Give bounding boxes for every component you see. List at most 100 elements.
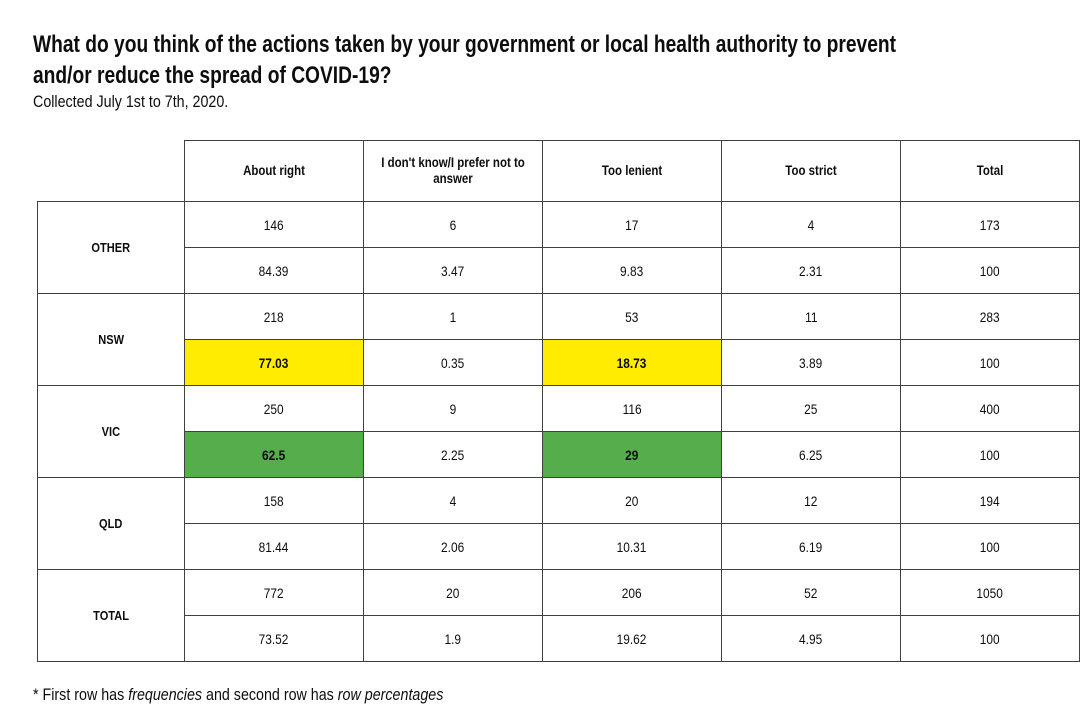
- percentage-cell: 100: [900, 523, 1080, 570]
- percentage-cell: 3.89: [721, 339, 901, 386]
- cell-value: 11: [804, 308, 818, 325]
- cell-value: 4: [449, 492, 457, 509]
- footnote: * First row has frequencies and second r…: [33, 685, 522, 705]
- frequency-cell: 250: [184, 385, 364, 432]
- frequency-row-qld: QLD 158 4 20 12 194: [37, 477, 1080, 570]
- percentage-cell: 73.52: [184, 615, 364, 662]
- cell-value: 206: [622, 584, 642, 601]
- header-row: About right I don't know/I prefer not to …: [38, 140, 1080, 202]
- frequency-cell: 53: [542, 293, 722, 340]
- frequency-cell: 12: [721, 477, 901, 524]
- cell-value: 100: [980, 262, 1000, 279]
- collection-date-text: Collected July 1st to 7th, 2020.: [33, 92, 229, 111]
- percentage-row-other: 84.39 3.47 9.83 2.31 100: [38, 247, 1080, 294]
- page-title: What do you think of the actions taken b…: [33, 29, 1080, 91]
- cell-value: 18.73: [617, 354, 647, 371]
- column-header-1: I don't know/I prefer not to answer: [363, 140, 543, 202]
- column-header-label: Total: [976, 163, 1004, 178]
- cell-value: 218: [264, 308, 284, 325]
- cell-value: 9.83: [620, 262, 644, 279]
- percentage-cell: 84.39: [184, 247, 364, 294]
- cell-value: 2.25: [441, 446, 465, 463]
- cell-value: 4: [807, 216, 815, 233]
- percentage-cell-highlight-yellow: 18.73: [542, 339, 722, 386]
- footnote-prefix: * First row has: [33, 685, 129, 704]
- row-label-other: OTHER: [37, 201, 185, 294]
- percentage-row-nsw: 77.03 0.35 18.73 3.89 100: [38, 339, 1080, 386]
- cell-value: 400: [980, 400, 1000, 417]
- cell-value: 84.39: [259, 262, 289, 279]
- footnote-middle: and second row has: [202, 685, 338, 704]
- cell-value: 53: [625, 308, 639, 325]
- row-label-vic: VIC: [37, 385, 185, 478]
- frequency-cell: 116: [542, 385, 722, 432]
- cell-value: 6.19: [799, 538, 823, 555]
- percentage-cell: 10.31: [542, 523, 722, 570]
- frequency-cell: 206: [542, 569, 722, 616]
- row-label-qld: QLD: [37, 477, 185, 570]
- frequency-cell: 52: [721, 569, 901, 616]
- cell-value: 6.25: [799, 446, 823, 463]
- cell-value: 116: [622, 400, 642, 417]
- header-spacer-cell: [38, 141, 185, 202]
- row-label-nsw: NSW: [37, 293, 185, 386]
- percentage-cell: 9.83: [542, 247, 722, 294]
- cell-value: 1: [449, 308, 457, 325]
- percentage-cell: 1.9: [363, 615, 543, 662]
- cell-value: 2.06: [441, 538, 465, 555]
- percentage-cell: 19.62: [542, 615, 722, 662]
- title-line-1: What do you think of the actions taken b…: [33, 31, 897, 58]
- row-label-text: TOTAL: [93, 608, 129, 623]
- frequency-cell: 283: [900, 293, 1080, 340]
- cell-value: 29: [625, 446, 639, 463]
- cell-value: 100: [980, 630, 1000, 647]
- cell-value: 1050: [976, 584, 1004, 601]
- cell-value: 77.03: [259, 354, 289, 371]
- cell-value: 81.44: [259, 538, 289, 555]
- frequency-cell: 20: [542, 477, 722, 524]
- cell-value: 158: [264, 492, 284, 509]
- frequency-row-nsw: NSW 218 1 53 11 283: [37, 293, 1080, 386]
- percentage-cell-highlight-yellow: 77.03: [184, 339, 364, 386]
- row-label-text: QLD: [99, 516, 123, 531]
- column-header-label: About right: [243, 163, 305, 178]
- cell-value: 772: [264, 584, 284, 601]
- percentage-cell: 81.44: [184, 523, 364, 570]
- frequency-cell: 4: [363, 477, 543, 524]
- cell-value: 250: [264, 400, 284, 417]
- collection-date: Collected July 1st to 7th, 2020.: [33, 92, 265, 112]
- cell-value: 20: [446, 584, 460, 601]
- percentage-row-total: 73.52 1.9 19.62 4.95 100: [38, 615, 1080, 662]
- percentage-cell: 100: [900, 431, 1080, 478]
- cell-value: 19.62: [617, 630, 647, 647]
- percentage-cell: 2.06: [363, 523, 543, 570]
- percentage-cell: 6.19: [721, 523, 901, 570]
- cell-value: 52: [804, 584, 818, 601]
- cell-value: 100: [980, 538, 1000, 555]
- frequency-cell: 9: [363, 385, 543, 432]
- cell-value: 1.9: [444, 630, 462, 647]
- frequency-cell: 400: [900, 385, 1080, 432]
- column-header-label: I don't know/I prefer not to answer: [381, 155, 525, 186]
- cell-value: 20: [625, 492, 639, 509]
- cell-value: 0.35: [441, 354, 465, 371]
- cell-value: 100: [980, 446, 1000, 463]
- percentage-cell: 6.25: [721, 431, 901, 478]
- cell-value: 73.52: [259, 630, 289, 647]
- frequency-cell: 194: [900, 477, 1080, 524]
- cell-value: 10.31: [617, 538, 647, 555]
- row-label-text: OTHER: [91, 240, 131, 255]
- cell-value: 4.95: [799, 630, 823, 647]
- percentage-cell: 100: [900, 339, 1080, 386]
- column-header-0: About right: [184, 140, 364, 202]
- frequency-cell: 218: [184, 293, 364, 340]
- frequency-cell: 6: [363, 201, 543, 248]
- percentage-row-qld: 81.44 2.06 10.31 6.19 100: [38, 523, 1080, 570]
- percentage-cell-highlight-green: 29: [542, 431, 722, 478]
- percentage-row-vic: 62.5 2.25 29 6.25 100: [38, 431, 1080, 478]
- row-label-text: VIC: [101, 424, 121, 439]
- frequency-cell: 17: [542, 201, 722, 248]
- cell-value: 3.47: [441, 262, 465, 279]
- frequency-cell: 158: [184, 477, 364, 524]
- cell-value: 12: [804, 492, 818, 509]
